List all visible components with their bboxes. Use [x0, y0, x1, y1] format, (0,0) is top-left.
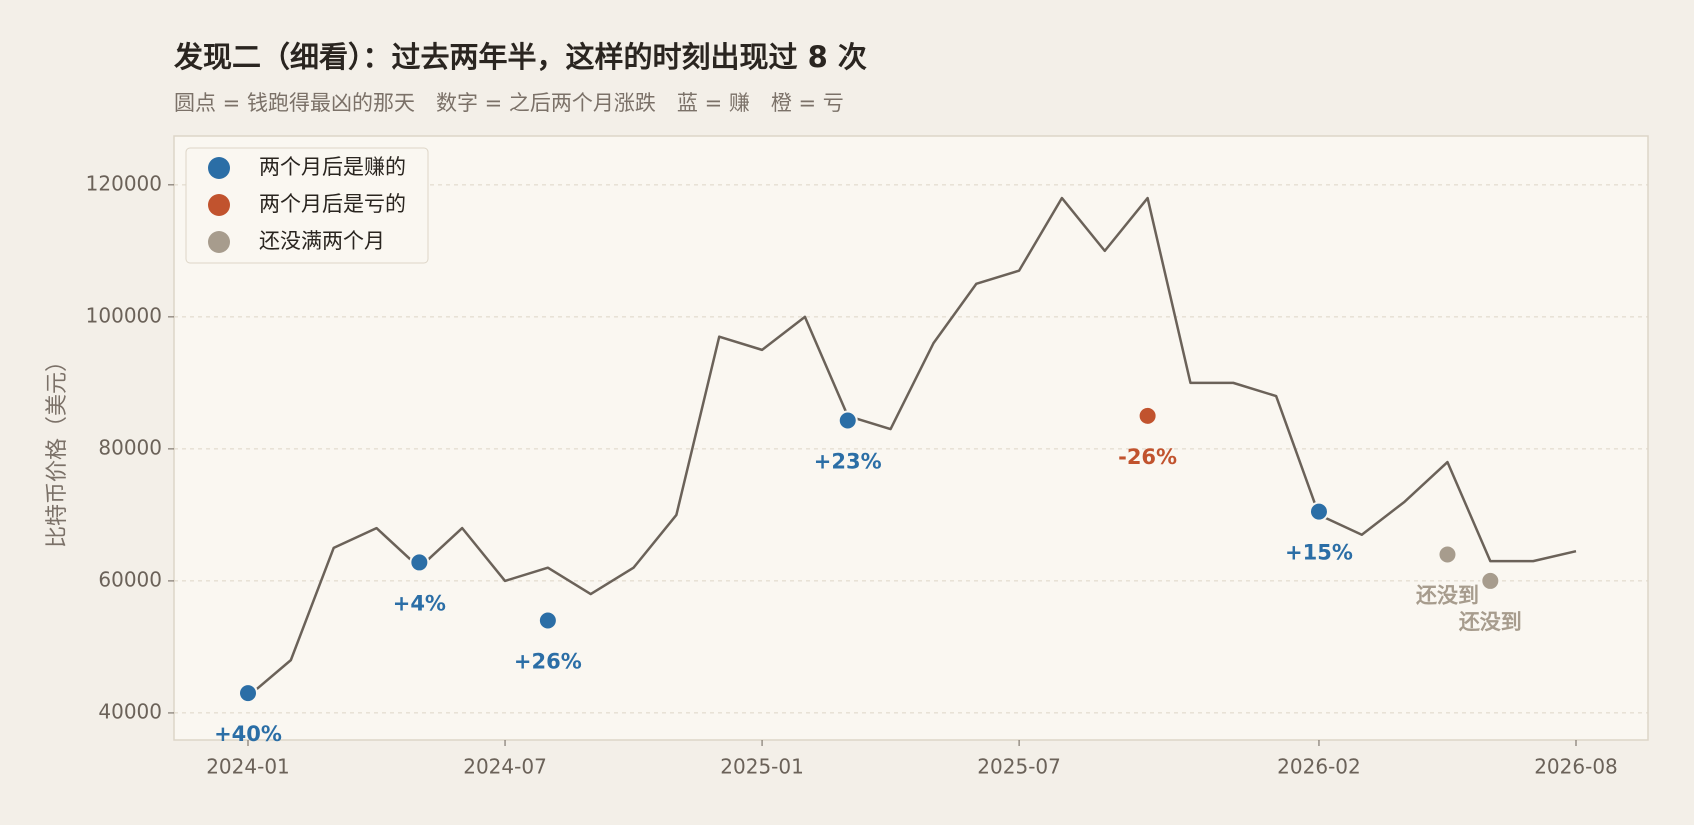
legend-marker [208, 157, 230, 179]
event-dot [1437, 544, 1458, 565]
chart-subtitle: 圆点 = 钱跑得最凶的那天 数字 = 之后两个月涨跌 蓝 = 赚 橙 = 亏 [174, 91, 844, 115]
y-tick-label: 120000 [86, 171, 162, 195]
event-dot [1308, 501, 1329, 522]
event-dot [837, 410, 858, 431]
event-label: -26% [1118, 445, 1177, 469]
chart-title: 发现二（细看）：过去两年半，这样的时刻出现过 8 次 [173, 40, 867, 74]
legend-label: 两个月后是赚的 [259, 155, 406, 179]
legend-marker [208, 231, 230, 253]
event-label: 还没到 [1415, 584, 1479, 608]
legend-box [185, 147, 429, 264]
event-dot [238, 683, 258, 704]
event-label: +40% [214, 722, 282, 746]
legend-marker [208, 194, 230, 216]
legend-label: 两个月后是亏的 [259, 192, 406, 216]
event-dot [409, 552, 430, 573]
event-dot [1137, 405, 1158, 426]
x-tick-label: 2026-08 [1534, 755, 1618, 779]
event-dot [537, 610, 558, 631]
y-tick-label: 60000 [98, 567, 162, 591]
x-tick-label: 2026-02 [1277, 755, 1361, 779]
x-tick-label: 2024-01 [206, 755, 290, 779]
y-tick-label: 100000 [86, 303, 162, 327]
y-tick-label: 40000 [98, 699, 162, 723]
x-tick-label: 2025-07 [977, 755, 1061, 779]
x-tick-label: 2024-07 [463, 755, 547, 779]
price-line [247, 196, 1577, 698]
x-tick-label: 2025-01 [720, 755, 804, 779]
legend-label: 还没满两个月 [259, 229, 385, 253]
y-tick-label: 80000 [98, 435, 162, 459]
event-label: +15% [1285, 541, 1353, 565]
event-label: +4% [393, 591, 446, 615]
event-label: 还没到 [1458, 610, 1522, 634]
event-label: +23% [814, 450, 882, 474]
event-dot [1480, 570, 1501, 591]
event-label: +26% [514, 650, 582, 674]
y-axis-label: 比特币价格（美元） [45, 350, 70, 548]
